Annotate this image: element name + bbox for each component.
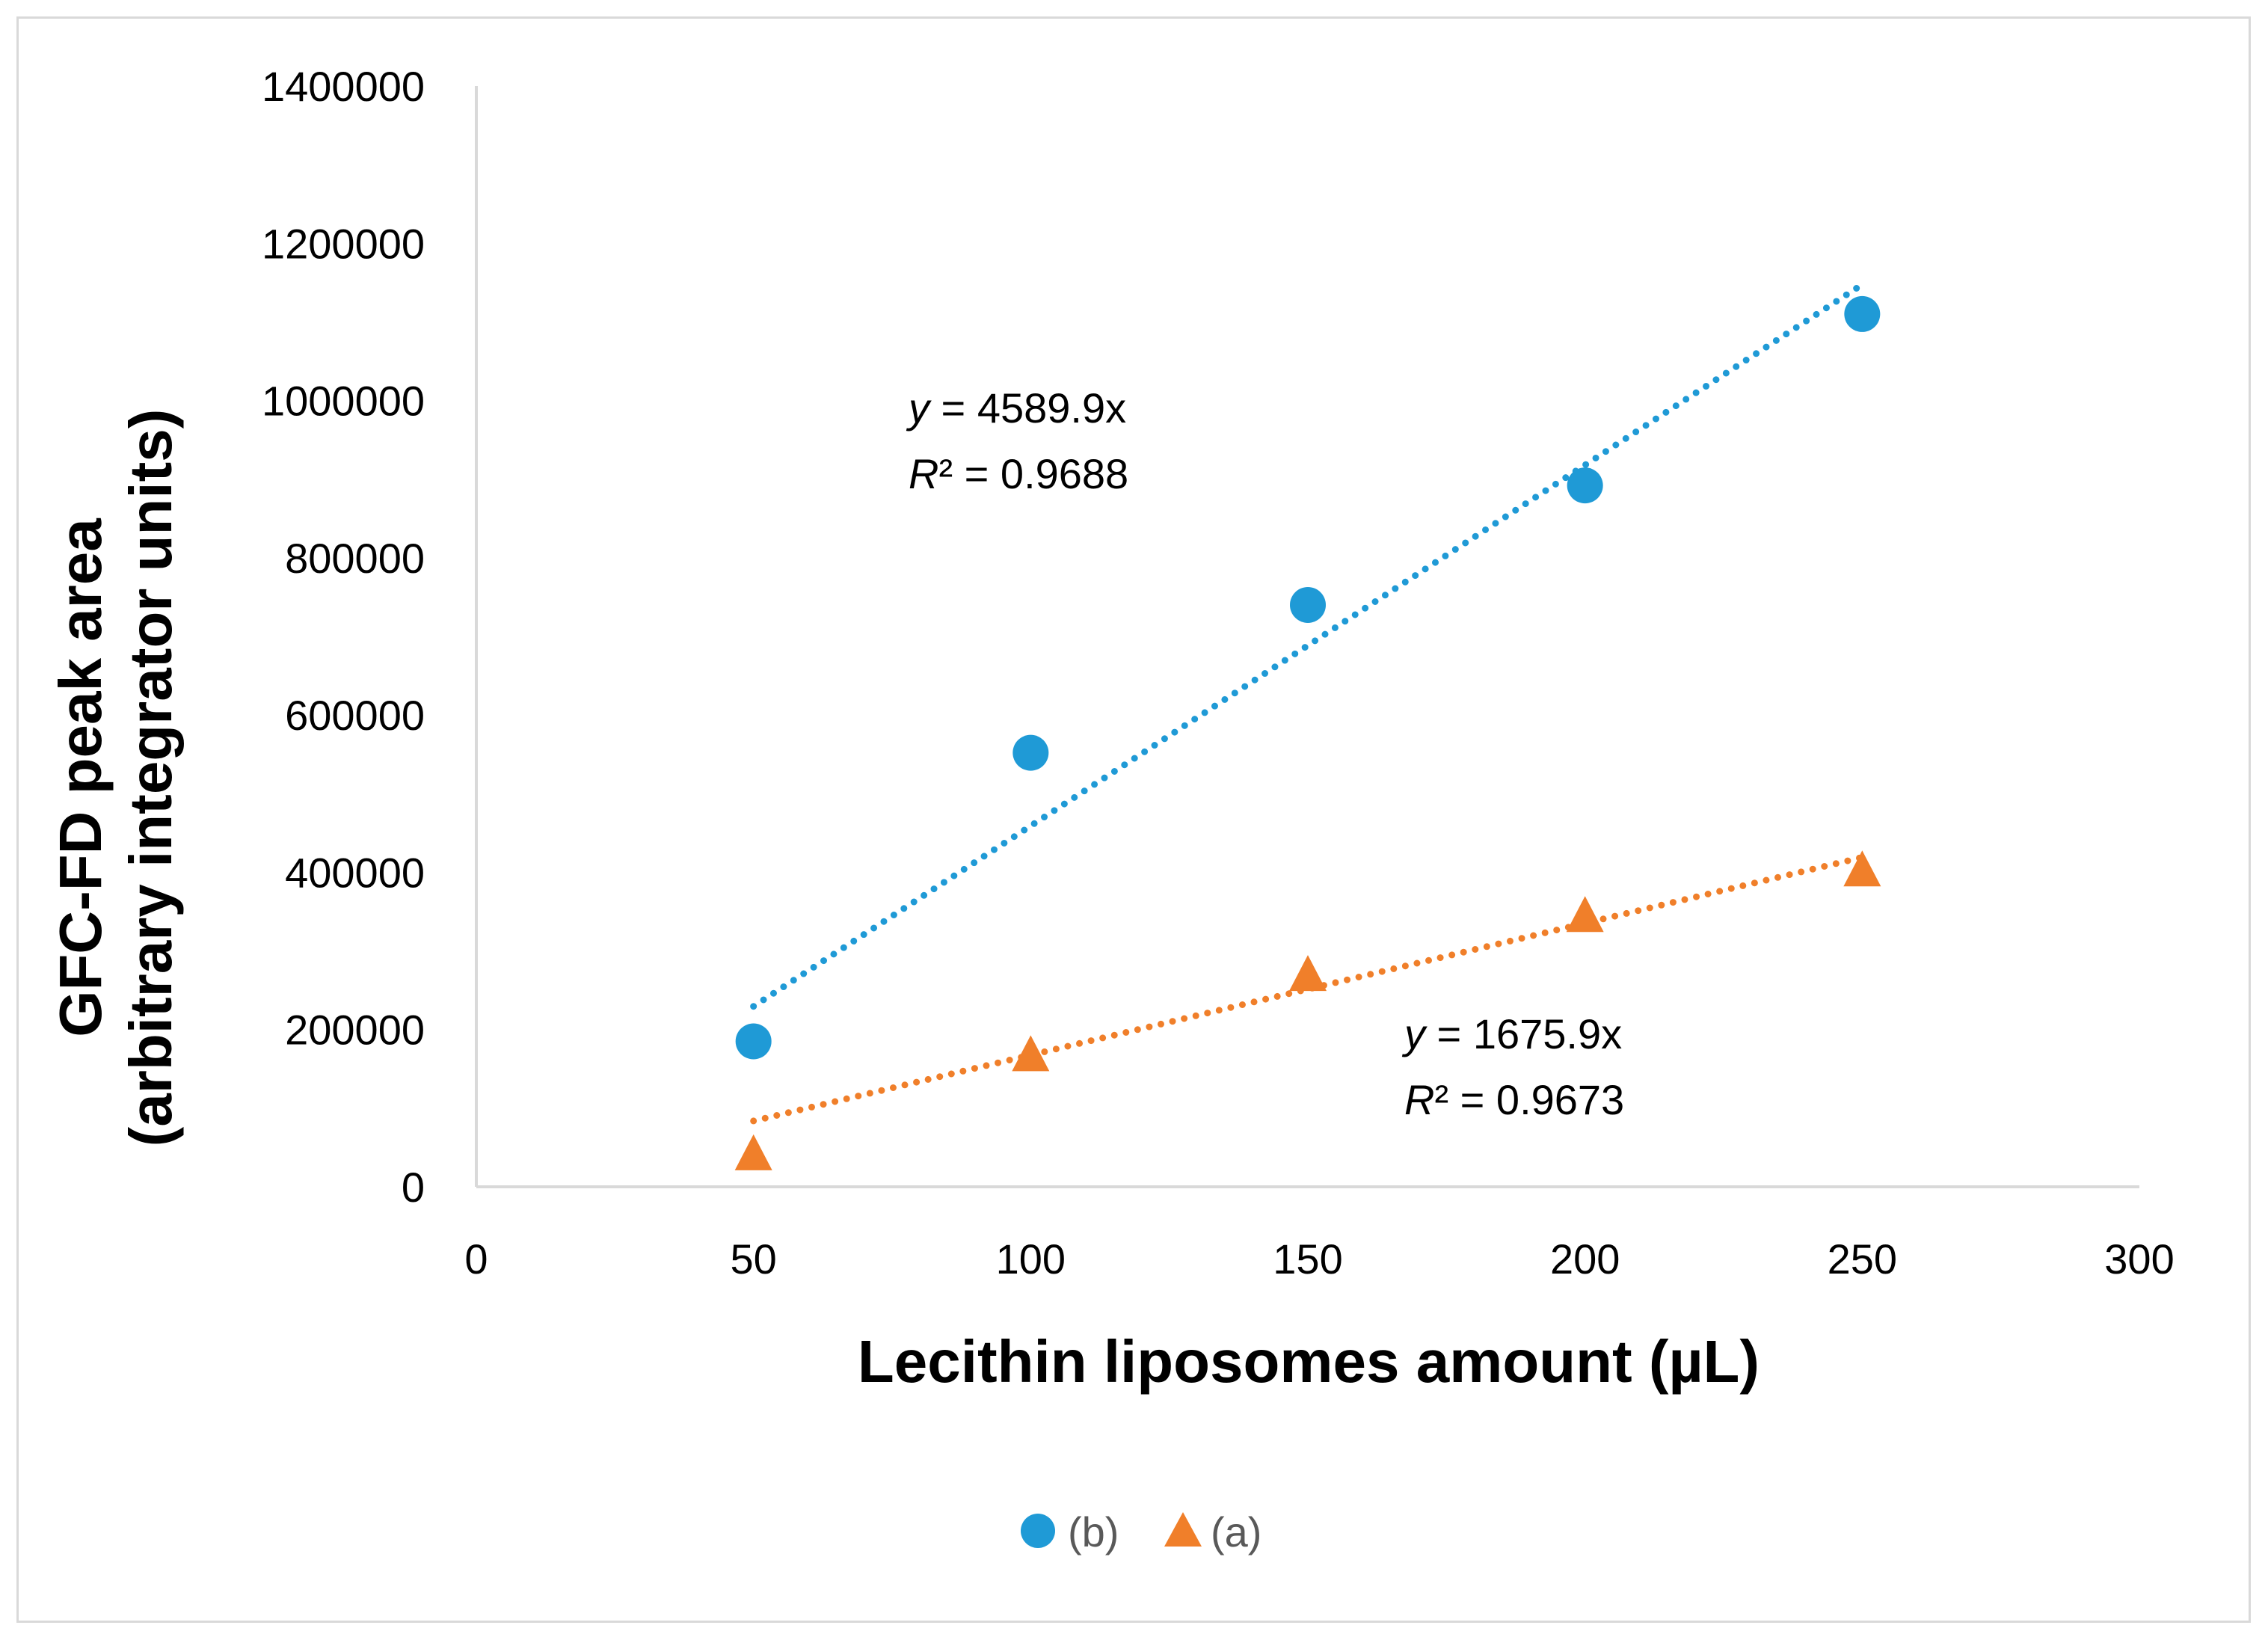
y-axis-title-line1: GFC-FD peak area [47,518,114,1037]
legend-a-marker [1164,1512,1202,1547]
equation-a-rest: = 1675.9x [1425,1010,1622,1057]
trendline-b [750,281,1866,1010]
data-points [734,295,1881,1170]
x-axis-title: Lecithin liposomes amount (µL) [858,1328,1760,1395]
y-tick-label: 1200000 [262,220,425,267]
y-tick-label: 600000 [285,692,425,739]
trendline-a [750,853,1866,1125]
axes [475,86,2139,1188]
y-axis-title-line2: (arbitrary integrator units) [117,409,184,1147]
point-a [1012,1035,1050,1072]
trendlines [750,281,1866,1125]
x-tick-label: 100 [996,1235,1066,1283]
point-a [1289,955,1327,992]
legend: (b) (a) [1021,1508,1261,1555]
legend-b-marker [1021,1514,1055,1548]
y-tick-labels: 0 200000 400000 600000 800000 1000000 1200000 1… [262,63,425,1211]
point-a [1843,850,1881,887]
point-b [735,1023,772,1060]
point-b [1012,734,1049,771]
r2-b: R² = 0.9688 [909,450,1128,497]
y-tick-label: 400000 [285,849,425,896]
equation-b: y = 4589.9x [906,384,1126,432]
r2-b-rest: ² = 0.9688 [938,450,1128,497]
point-a [734,1134,772,1170]
r2-a: R² = 0.9673 [1404,1076,1624,1123]
y-tick-label: 800000 [285,535,425,582]
x-tick-label: 150 [1273,1235,1342,1283]
y-axis-title: GFC-FD peak area (arbitrary integrator u… [47,409,184,1147]
equation-b-rest: = 4589.9x [929,384,1126,432]
equation-a: y = 1675.9x [1401,1010,1622,1057]
point-b [1290,586,1326,623]
legend-b-label: (b) [1068,1508,1119,1555]
x-tick-label: 0 [464,1235,488,1283]
y-tick-label: 1000000 [262,378,425,425]
x-tick-labels: 0 50 100 150 200 250 300 [464,1235,2174,1283]
x-tick-label: 50 [731,1235,777,1283]
x-tick-label: 200 [1550,1235,1620,1283]
y-tick-label: 0 [402,1164,425,1211]
y-tick-label: 1400000 [262,63,425,110]
x-tick-label: 300 [2104,1235,2174,1283]
chart-frame [16,16,2251,1623]
legend-a-label: (a) [1211,1508,1261,1555]
point-a [1566,896,1604,933]
point-b [1567,467,1603,504]
r2-a-rest: ² = 0.9673 [1434,1076,1624,1123]
y-tick-label: 200000 [285,1007,425,1054]
x-tick-label: 250 [1828,1235,1897,1283]
point-b [1844,295,1881,332]
